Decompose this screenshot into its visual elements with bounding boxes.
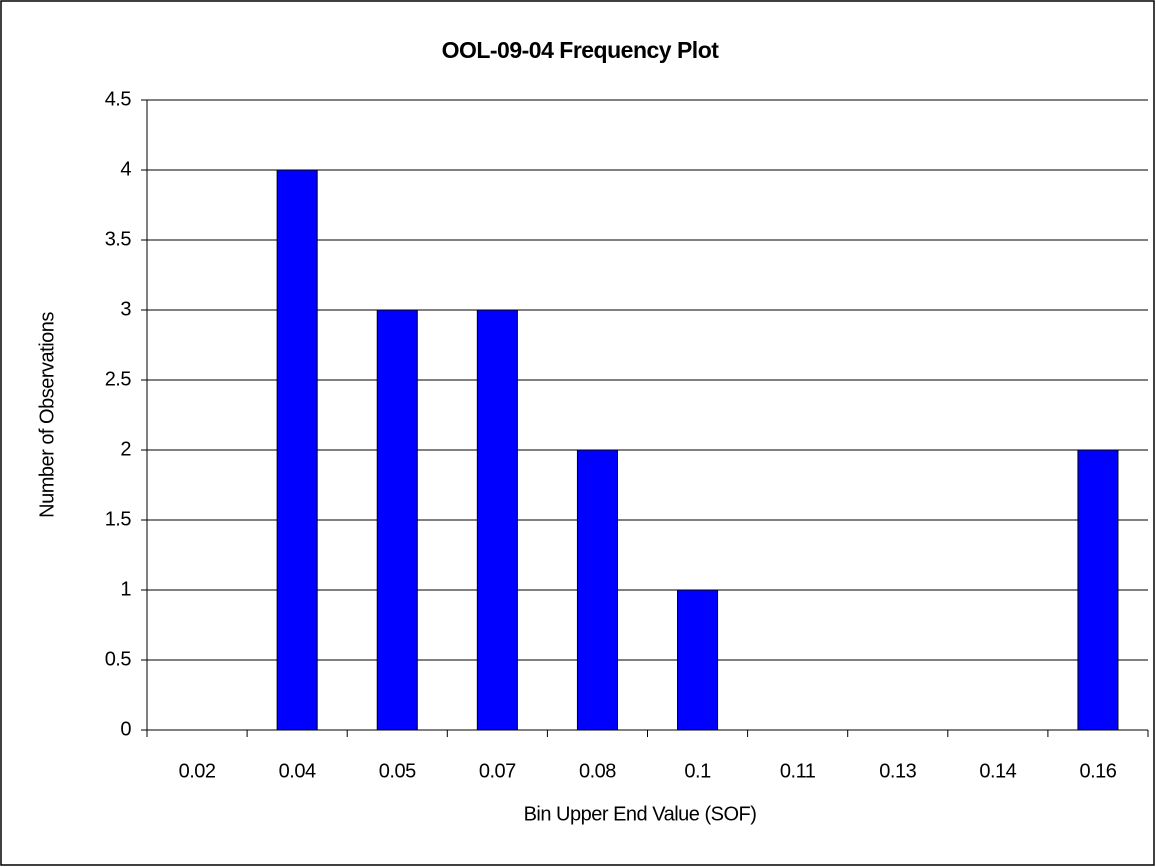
bar (1077, 449, 1119, 731)
bar (677, 589, 719, 731)
x-tick-label: 0.13 (879, 760, 916, 782)
y-tick-label: 3 (120, 298, 131, 320)
y-tick-label: 1 (120, 578, 131, 600)
y-axis-label: Number of Observations (36, 312, 58, 518)
y-tick-label: 2.5 (105, 368, 132, 390)
x-tick-label: 0.07 (479, 760, 516, 782)
x-tick-label: 0.14 (979, 760, 1016, 782)
x-tick-label: 0.02 (179, 760, 216, 782)
chart-title: OOL-09-04 Frequency Plot (442, 37, 720, 63)
y-tick-label: 0 (120, 718, 131, 740)
y-tick-label: 0.5 (105, 648, 132, 670)
y-tick-label: 1.5 (105, 508, 132, 530)
x-tick-label: 0.1 (684, 760, 711, 782)
x-tick-label: 0.05 (379, 760, 416, 782)
bar (476, 309, 518, 731)
x-tick-label: 0.11 (780, 760, 816, 782)
x-tick-label: 0.08 (579, 760, 616, 782)
x-tick-label: 0.04 (279, 760, 316, 782)
x-tick-label: 0.16 (1079, 760, 1116, 782)
bar (276, 169, 318, 731)
x-axis-label: Bin Upper End Value (SOF) (524, 803, 757, 825)
y-tick-label: 3.5 (105, 228, 132, 250)
bar (376, 309, 418, 731)
bar (576, 449, 618, 731)
y-tick-label: 4.5 (105, 88, 132, 110)
y-tick-label: 2 (120, 438, 131, 460)
y-tick-label: 4 (120, 158, 131, 180)
